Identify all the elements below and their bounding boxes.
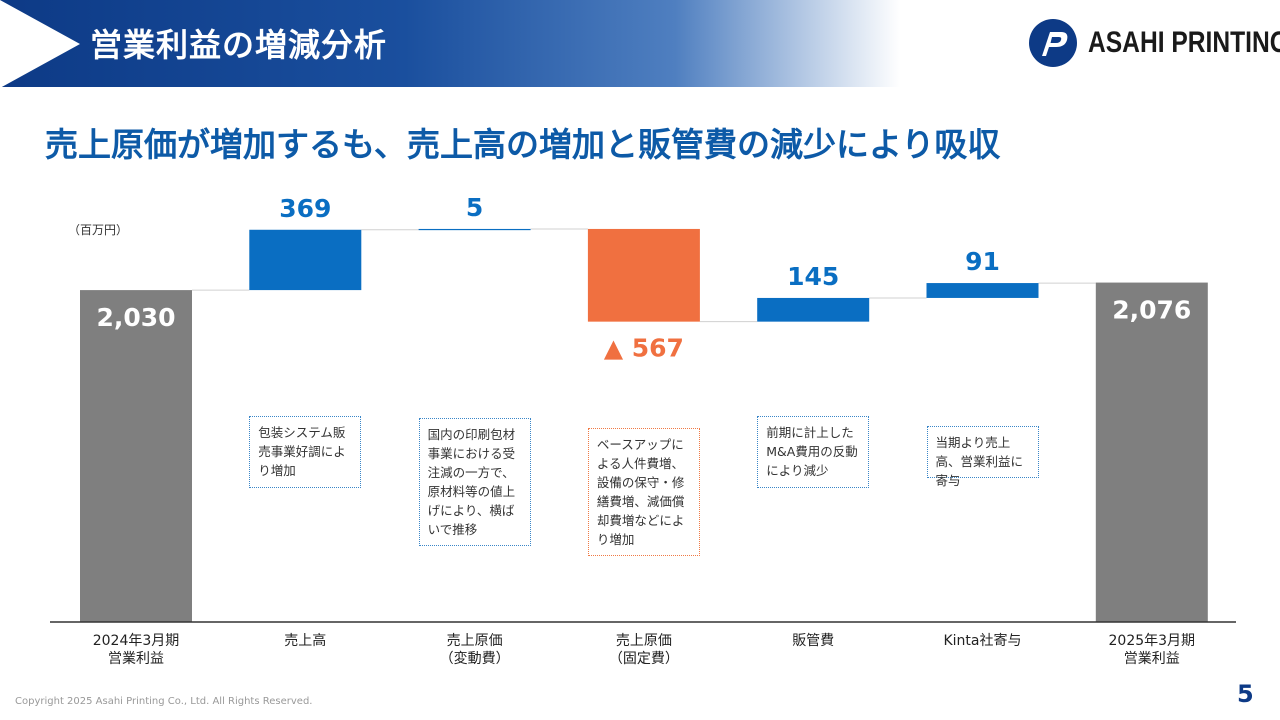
category-label: 営業利益 bbox=[1124, 651, 1180, 667]
category-label: 売上原価 bbox=[616, 633, 672, 649]
company-logo: ASAHI PRINTING bbox=[1028, 18, 1280, 68]
bar-decrease bbox=[587, 228, 700, 322]
header-triangle-decoration bbox=[0, 0, 80, 88]
logo-text: ASAHI PRINTING bbox=[1088, 26, 1280, 59]
data-label: 145 bbox=[787, 262, 839, 291]
category-label: 2024年3月期 bbox=[93, 633, 180, 649]
category-label: （固定費） bbox=[609, 651, 679, 667]
category-label: （変動費） bbox=[440, 650, 510, 667]
data-label: 2,076 bbox=[1112, 296, 1191, 325]
data-label: 2,030 bbox=[96, 303, 175, 332]
category-label: 売上高 bbox=[284, 632, 326, 649]
data-label: 5 bbox=[466, 193, 483, 222]
logo-mark-icon bbox=[1029, 19, 1077, 67]
bar-total bbox=[1095, 282, 1208, 622]
category-label: 販管費 bbox=[792, 633, 834, 649]
data-label: 369 bbox=[279, 194, 331, 223]
slide-subtitle: 売上原価が増加するも、売上高の増加と販管費の減少により吸収 bbox=[45, 125, 1001, 164]
category-label: 売上原価 bbox=[447, 633, 503, 649]
bar-increase bbox=[418, 228, 531, 231]
note-box: 包装システム販売事業好調により増加 bbox=[249, 416, 362, 488]
category-label: 2025年3月期 bbox=[1109, 633, 1196, 649]
data-label: ▲ 567 bbox=[604, 334, 684, 363]
category-label: 営業利益 bbox=[108, 651, 164, 667]
note-box: 前期に計上したM&A費用の反動により減少 bbox=[757, 416, 870, 488]
page-title: 営業利益の増減分析 bbox=[90, 26, 388, 64]
page-number: 5 bbox=[1237, 680, 1254, 708]
note-box: 当期より売上高、営業利益に寄与 bbox=[926, 426, 1039, 488]
category-label: Kinta社寄与 bbox=[943, 632, 1021, 649]
header-band bbox=[0, 0, 900, 87]
bar-total bbox=[80, 290, 192, 622]
bar-increase bbox=[757, 297, 870, 322]
note-box: ベースアップによる人件費増、設備の保守・修繕費増、減価償却費増などにより増加 bbox=[587, 428, 700, 556]
copyright-text: Copyright 2025 Asahi Printing Co., Ltd. … bbox=[15, 696, 313, 707]
note-box: 国内の印刷包材事業における受注減の一方で、原材料等の値上げにより、横ばいで推移 bbox=[418, 418, 531, 546]
data-label: 91 bbox=[965, 247, 1000, 276]
unit-label: （百万円） bbox=[68, 223, 129, 237]
bar-increase bbox=[249, 229, 362, 291]
bar-increase bbox=[926, 283, 1039, 298]
